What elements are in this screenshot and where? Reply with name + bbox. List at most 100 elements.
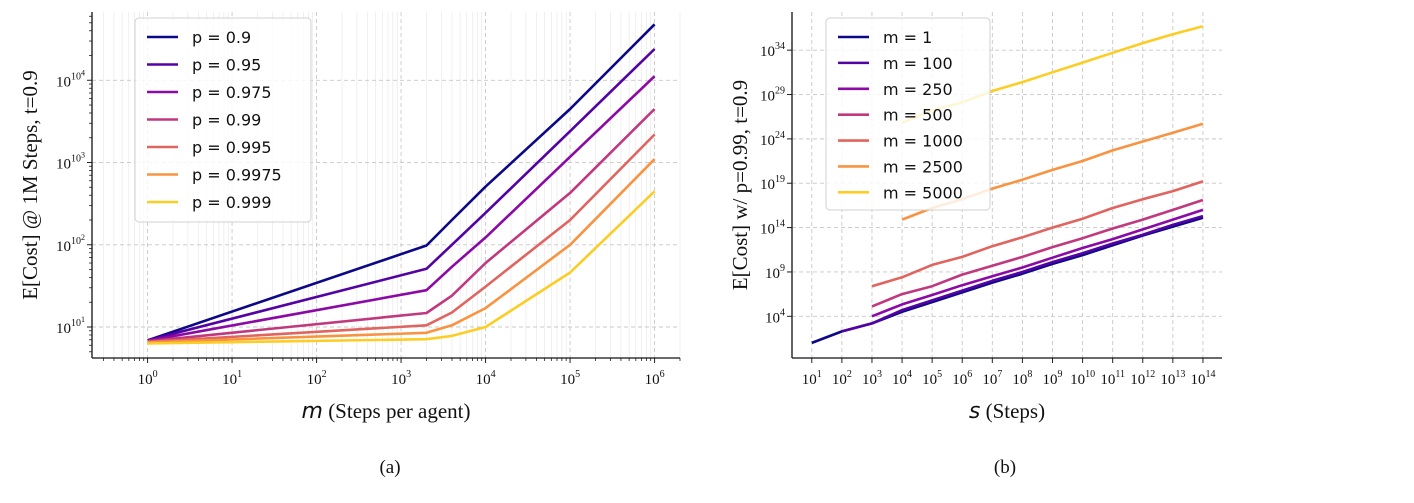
- tick-base: 10: [862, 372, 877, 388]
- legend-label: m = 250: [883, 80, 953, 99]
- tick-exponent: 1: [237, 369, 242, 380]
- tick-exponent: 10: [71, 71, 81, 82]
- y-tick-label: 109: [765, 263, 785, 282]
- tick-exponent: 6: [660, 369, 665, 380]
- tick-base: 10: [222, 372, 237, 388]
- tick-exponent: 2: [847, 369, 852, 380]
- x-tick-label: 108: [1012, 369, 1032, 388]
- tick-base: 10: [1160, 372, 1175, 388]
- tick-exponent-2: 2: [81, 233, 85, 242]
- tick-base: 10: [760, 89, 775, 105]
- chart-a: 100 101 102 103 104 105 1061010110102101031010…: [18, 12, 681, 478]
- x-tick-label: 109: [1042, 369, 1062, 388]
- legend-box: [825, 17, 991, 211]
- tick-exponent: 9: [1057, 369, 1062, 380]
- legend-label: m = 1000: [883, 132, 963, 151]
- x-tick-label: 104: [476, 369, 496, 388]
- legend-label: p = 0.999: [192, 193, 272, 212]
- legend-box: [134, 17, 312, 223]
- tick-base: 10: [645, 372, 660, 388]
- legend: m = 1 m = 100 m = 250 m = 500 m = 1000 m = 25…: [825, 17, 991, 211]
- tick-base: 10: [138, 372, 153, 388]
- tick-base: 10: [922, 372, 937, 388]
- y-tick-label: 1014: [760, 219, 785, 238]
- tick-exponent: 8: [1027, 369, 1032, 380]
- legend-label: m = 500: [883, 106, 953, 125]
- tick-exponent: 5: [575, 369, 580, 380]
- x-tick-label: 103: [862, 369, 882, 388]
- x-tick-label: 1010: [1070, 369, 1095, 388]
- tick-exponent-2: 1: [81, 315, 85, 324]
- tick-base: 10: [56, 321, 71, 337]
- y-tick-label: 1034: [760, 41, 785, 60]
- x-tick-label: 104: [892, 369, 912, 388]
- tick-base: 10: [476, 372, 491, 388]
- series-line-4: [147, 133, 656, 344]
- tick-base: 10: [952, 372, 967, 388]
- tick-base: 10: [760, 222, 775, 238]
- x-tick-label: 106: [645, 369, 665, 388]
- subfigure-caption: (a): [379, 457, 400, 478]
- x-tick-label: 105: [922, 369, 942, 388]
- y-axis-label: E[Cost] w/ p=0.99, t=0.9: [728, 80, 752, 290]
- y-tick-label: 1029: [760, 86, 785, 105]
- series-line-6: [147, 190, 656, 345]
- legend-label: p = 0.95: [192, 56, 261, 75]
- tick-exponent: 19: [775, 174, 785, 185]
- tick-exponent: 4: [907, 369, 912, 380]
- tick-exponent: 12: [1145, 369, 1155, 380]
- tick-base: 10: [765, 310, 780, 326]
- tick-base: 10: [391, 372, 406, 388]
- tick-base: 10: [765, 266, 780, 282]
- tick-base: 10: [760, 44, 775, 60]
- tick-exponent: 6: [967, 369, 972, 380]
- tick-exponent-2: 4: [81, 68, 85, 77]
- tick-exponent: 11: [1115, 369, 1125, 380]
- y-tick-label: 1019: [760, 174, 785, 193]
- x-tick-label: 1011: [1100, 369, 1125, 388]
- tick-exponent: 4: [491, 369, 496, 380]
- legend-label: m = 5000: [883, 183, 963, 202]
- tick-exponent: 5: [937, 369, 942, 380]
- x-tick-label: 100: [138, 369, 158, 388]
- y-tick-label: 10102: [56, 233, 85, 255]
- tick-exponent: 3: [877, 369, 882, 380]
- series-line-2: [147, 75, 656, 343]
- x-tick-label: 1012: [1130, 369, 1155, 388]
- legend-label: p = 0.9: [192, 28, 251, 47]
- x-tick-label: 101: [802, 369, 822, 388]
- tick-base: 10: [1012, 372, 1027, 388]
- tick-exponent-2: 3: [81, 151, 85, 160]
- chart-b: 101 102 103 104 105 106 107 108 109 1010 1011 1012 1…: [728, 12, 1222, 478]
- tick-base: 10: [802, 372, 817, 388]
- x-tick-label: 107: [982, 369, 1002, 388]
- tick-base: 10: [1190, 372, 1205, 388]
- series-line-4: [871, 180, 1204, 288]
- tick-exponent: 24: [775, 130, 785, 141]
- tick-base: 10: [560, 372, 575, 388]
- tick-exponent: 10: [71, 154, 81, 165]
- tick-exponent: 34: [775, 41, 785, 52]
- x-tick-label: 1014: [1190, 369, 1215, 388]
- x-tick-label: 105: [560, 369, 580, 388]
- tick-exponent: 13: [1175, 369, 1185, 380]
- tick-exponent: 29: [775, 86, 785, 97]
- tick-base: 10: [307, 372, 322, 388]
- tick-base: 10: [982, 372, 997, 388]
- tick-exponent: 7: [997, 369, 1002, 380]
- tick-base: 10: [1100, 372, 1115, 388]
- x-axis-label: m (Steps per agent): [302, 399, 471, 424]
- series-line-3: [147, 108, 656, 343]
- x-axis-variable: s: [969, 399, 980, 424]
- tick-base: 10: [1042, 372, 1057, 388]
- tick-base: 10: [56, 157, 71, 173]
- subfigure-caption: (b): [994, 457, 1016, 478]
- tick-exponent: 10: [71, 318, 81, 329]
- y-tick-label: 10104: [56, 68, 85, 90]
- series-line-0: [147, 23, 656, 342]
- tick-base: 10: [56, 74, 71, 90]
- x-axis-label: s (Steps): [969, 399, 1045, 424]
- legend-label: p = 0.995: [192, 138, 272, 157]
- series-line-5: [147, 158, 656, 344]
- y-tick-label: 10103: [56, 151, 85, 173]
